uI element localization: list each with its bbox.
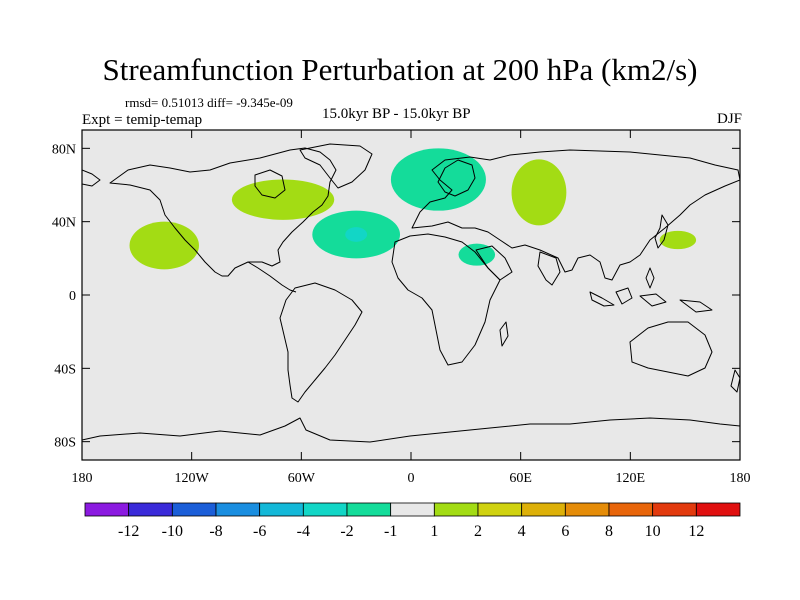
colorbar-swatch [390, 502, 435, 517]
colorbar-swatch [171, 502, 217, 517]
colorbar-label: 6 [561, 523, 569, 540]
anomaly-north-atlantic-core [345, 227, 368, 242]
colorbar-swatch [521, 502, 566, 517]
lon-tick-label: 180 [730, 471, 751, 486]
colorbar-swatch [477, 502, 523, 517]
lon-tick-label: 0 [408, 471, 415, 486]
colorbar-label: 2 [474, 523, 482, 540]
lat-tick-label: 40S [54, 362, 76, 377]
anomaly-north-america [231, 179, 335, 220]
anomaly-scandinavia [390, 148, 486, 211]
colorbar-label: 8 [605, 523, 613, 540]
colorbar-swatch [433, 502, 479, 517]
lon-tick-label: 60W [288, 471, 316, 486]
colorbar-swatch [608, 502, 654, 517]
season-label: DJF [716, 111, 742, 127]
colorbar-swatch [128, 502, 173, 517]
colorbar-swatch [346, 502, 392, 517]
colorbar-label: -6 [253, 523, 266, 540]
colorbar-label: -8 [209, 523, 222, 540]
colorbar-label: 12 [688, 523, 704, 540]
lon-tick-label: 180 [72, 471, 93, 486]
colorbar-label: -2 [340, 523, 353, 540]
coastlines [82, 143, 740, 443]
colorbar-label: 4 [518, 523, 526, 540]
lon-tick-label: 60E [509, 471, 532, 486]
colorbar-label: -12 [118, 523, 139, 540]
anomaly-west-pacific [659, 230, 697, 250]
lat-tick-label: 40N [52, 216, 76, 231]
experiment-label: Expt = temip-temap [82, 112, 203, 128]
colorbar-label: -1 [384, 523, 397, 540]
colorbar-swatch [84, 502, 130, 517]
colorbar-label: 10 [645, 523, 661, 540]
lat-tick-label: 80S [54, 436, 76, 451]
colorbar-label: -4 [297, 523, 310, 540]
colorbar-swatch [564, 502, 610, 517]
colorbar-swatch [652, 502, 697, 517]
lat-tick-label: 80N [52, 142, 76, 157]
colorbar-swatch [259, 502, 304, 517]
stats-text: rmsd= 0.51013 diff= -9.345e-09 [125, 95, 293, 110]
colorbar-label: -10 [162, 523, 183, 540]
anomaly-north-pacific [129, 221, 199, 270]
lat-tick-label: 0 [69, 289, 76, 304]
colorbar-swatch [215, 502, 261, 517]
anomaly-west-siberia [511, 159, 567, 226]
colorbar-swatch [695, 502, 741, 517]
colorbar: -12 -10 -8 -6 -4 -2 -1 1 2 4 6 8 10 12 [84, 502, 741, 540]
lon-tick-label: 120E [616, 471, 646, 486]
lon-tick-label: 120W [175, 471, 210, 486]
period-label: 15.0kyr BP - 15.0kyr BP [322, 106, 471, 122]
colorbar-swatch [302, 502, 348, 517]
chart-title: Streamfunction Perturbation at 200 hPa (… [102, 52, 698, 87]
colorbar-label: 1 [430, 523, 438, 540]
